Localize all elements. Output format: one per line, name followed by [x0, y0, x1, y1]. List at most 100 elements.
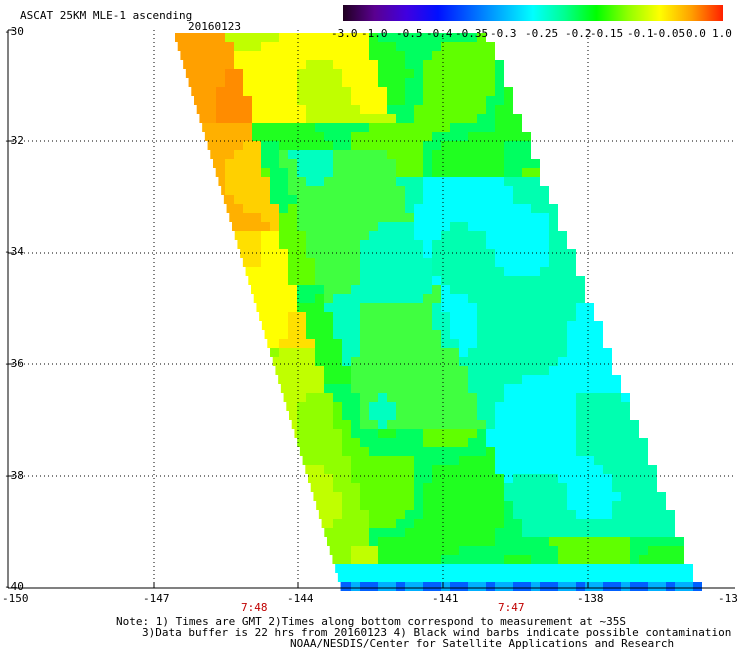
- swath-cell: [306, 132, 315, 141]
- swath-cell: [531, 159, 540, 168]
- swath-cell: [261, 321, 271, 330]
- swath-cell: [333, 231, 342, 240]
- swath-cell: [207, 141, 217, 150]
- swath-cell: [387, 276, 396, 285]
- swath-cell: [225, 96, 234, 105]
- swath-cell: [288, 150, 297, 159]
- swath-cell: [333, 177, 342, 186]
- swath-cell: [378, 258, 387, 267]
- swath-cell: [657, 537, 666, 546]
- swath-cell: [315, 213, 324, 222]
- swath-cell: [522, 375, 531, 384]
- swath-cell: [459, 132, 468, 141]
- swath-cell: [522, 258, 531, 267]
- swath-cell: [369, 240, 378, 249]
- swath-cell: [630, 474, 639, 483]
- swath-cell: [432, 150, 441, 159]
- swath-cell: [441, 240, 450, 249]
- swath-cell: [423, 78, 432, 87]
- swath-cell: [198, 51, 207, 60]
- swath-cell: [306, 231, 315, 240]
- swath-cell: [477, 204, 486, 213]
- swath-cell: [495, 159, 504, 168]
- swath-cell: [486, 294, 495, 303]
- swath-cell: [522, 222, 531, 231]
- swath-cell: [387, 294, 396, 303]
- swath-cell: [396, 555, 405, 564]
- swath-cell: [306, 33, 315, 42]
- swath-cell: [414, 240, 423, 249]
- swath-cell: [279, 168, 288, 177]
- swath-cell: [522, 573, 531, 582]
- swath-cell: [351, 204, 360, 213]
- swath-cell: [585, 402, 594, 411]
- swath-cell: [540, 564, 549, 573]
- swath-cell: [333, 357, 342, 366]
- swath-cell: [477, 447, 486, 456]
- swath-cell: [387, 123, 396, 132]
- swath-cell: [369, 456, 378, 465]
- swath-cell: [396, 573, 405, 582]
- swath-cell: [549, 510, 558, 519]
- swath-cell: [378, 204, 387, 213]
- swath-cell: [513, 366, 522, 375]
- swath-cell: [639, 546, 648, 555]
- swath-cell: [315, 204, 324, 213]
- swath-cell: [450, 78, 459, 87]
- swath-cell: [576, 429, 585, 438]
- swath-cell: [594, 492, 603, 501]
- swath-cell: [558, 276, 567, 285]
- swath-cell: [558, 330, 567, 339]
- swath-cell: [261, 132, 270, 141]
- swath-cell: [405, 357, 414, 366]
- swath-cell: [234, 132, 243, 141]
- swath-cell: [378, 159, 387, 168]
- swath-cell: [468, 447, 477, 456]
- swath-cell: [495, 528, 504, 537]
- swath-cell: [351, 159, 360, 168]
- swath-cell: [270, 285, 279, 294]
- swath-cell: [288, 231, 297, 240]
- swath-cell: [207, 42, 216, 51]
- swath-cell: [306, 267, 315, 276]
- swath-cell: [486, 276, 495, 285]
- swath-cell: [333, 141, 342, 150]
- swath-cell: [657, 519, 666, 528]
- swath-cell: [414, 519, 423, 528]
- swath-cell: [450, 357, 459, 366]
- swath-cell: [495, 438, 504, 447]
- swath-cell: [576, 510, 585, 519]
- swath-cell: [576, 564, 585, 573]
- swath-cell: [414, 258, 423, 267]
- swath-cell: [423, 375, 432, 384]
- swath-cell: [342, 528, 351, 537]
- swath-cell: [378, 105, 387, 114]
- swath-cell: [270, 240, 279, 249]
- swath-cell: [540, 195, 549, 204]
- swath-cell: [207, 78, 216, 87]
- swath-cell: [378, 240, 387, 249]
- swath-cell: [333, 411, 342, 420]
- swath-cell: [432, 501, 441, 510]
- swath-cell: [414, 456, 423, 465]
- swath-cell: [405, 141, 414, 150]
- swath-cell: [423, 222, 432, 231]
- swath-cell: [396, 483, 405, 492]
- swath-cell: [405, 267, 414, 276]
- swath-cell: [477, 213, 486, 222]
- swath-cell: [207, 69, 216, 78]
- swath-cell: [477, 582, 486, 591]
- swath-cell: [441, 492, 450, 501]
- swath-cell: [261, 150, 270, 159]
- swath-cell: [459, 186, 468, 195]
- swath-cell: [513, 582, 522, 591]
- swath-cell: [576, 312, 585, 321]
- swath-cell: [477, 492, 486, 501]
- swath-cell: [423, 393, 432, 402]
- swath-cell: [207, 123, 216, 132]
- swath-cell: [495, 78, 504, 87]
- swath-cell: [198, 78, 207, 87]
- swath-cell: [540, 528, 549, 537]
- swath-cell: [468, 69, 477, 78]
- swath-cell: [441, 420, 450, 429]
